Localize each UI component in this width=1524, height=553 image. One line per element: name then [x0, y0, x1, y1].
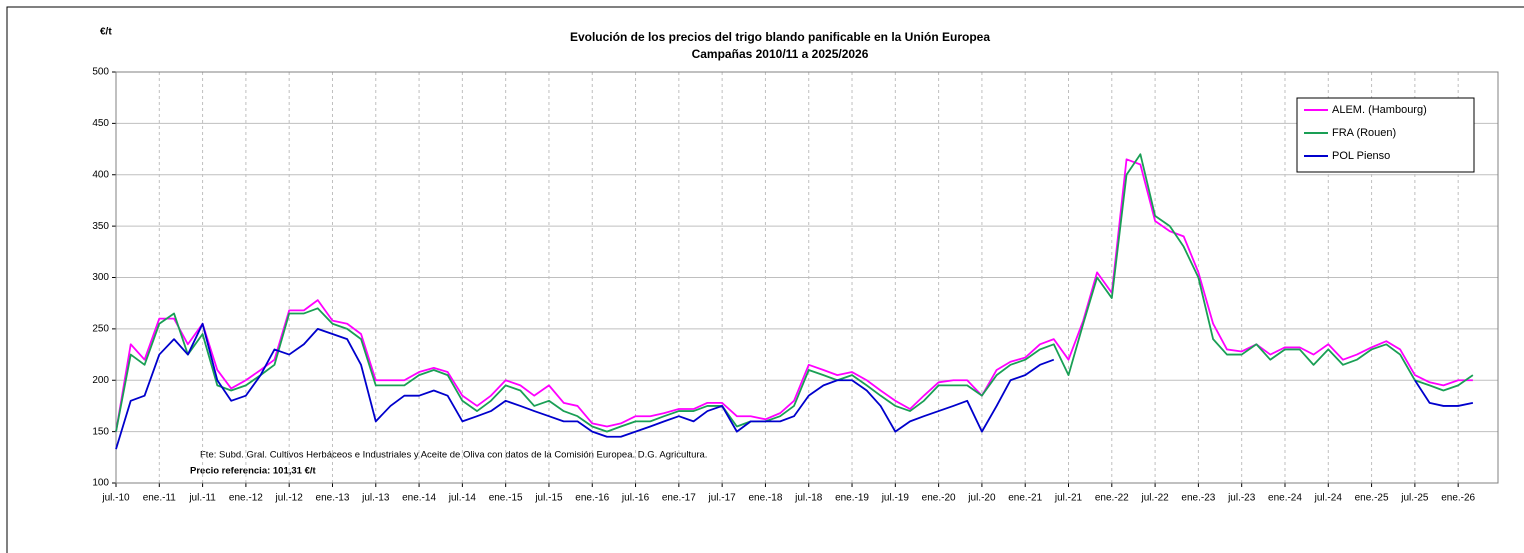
x-tick-label: jul.-10	[101, 493, 130, 504]
x-tick-label: jul.-17	[708, 493, 737, 504]
legend-label: ALEM. (Hambourg)	[1332, 104, 1427, 116]
y-tick-label: 400	[92, 169, 109, 180]
x-tick-label: jul.-12	[275, 493, 304, 504]
y-tick-label: 150	[92, 426, 109, 437]
y-tick-label: 250	[92, 324, 109, 335]
x-tick-label: jul.-18	[794, 493, 823, 504]
x-tick-label: jul.-11	[188, 493, 216, 504]
source-note: Fte: Subd. Gral. Cultivos Herbáceos e In…	[200, 450, 707, 461]
y-tick-label: 500	[92, 67, 109, 78]
x-tick-label: ene.-23	[1181, 493, 1215, 504]
x-tick-label: ene.-25	[1355, 493, 1389, 504]
x-tick-label: jul.-16	[621, 493, 650, 504]
series-line	[115, 158, 1473, 432]
x-tick-label: ene.-16	[575, 493, 609, 504]
chart-border	[6, 6, 1524, 553]
x-tick-label: ene.-22	[1095, 493, 1129, 504]
y-axis-label: €/t	[100, 27, 112, 38]
x-tick-label: jul.-24	[1314, 493, 1343, 504]
series-line	[115, 153, 1474, 433]
legend-label: POL Pienso	[1332, 150, 1390, 162]
x-tick-label: ene.-12	[229, 493, 263, 504]
x-tick-label: jul.-14	[448, 493, 477, 504]
x-tick-label: ene.-18	[748, 493, 782, 504]
series-line	[1414, 379, 1474, 407]
x-tick-label: ene.-21	[1008, 493, 1042, 504]
x-tick-label: jul.-22	[1140, 493, 1169, 504]
x-tick-label: ene.-13	[316, 493, 350, 504]
x-tick-label: jul.-20	[967, 493, 996, 504]
x-tick-label: jul.-25	[1400, 493, 1429, 504]
x-tick-label: jul.-23	[1227, 493, 1256, 504]
y-tick-label: 300	[92, 272, 109, 283]
y-tick-label: 450	[92, 118, 109, 129]
y-tick-label: 100	[92, 478, 109, 489]
x-tick-label: jul.-21	[1054, 493, 1083, 504]
chart-title: Evolución de los precios del trigo bland…	[570, 30, 990, 44]
plot-frame	[115, 71, 1499, 484]
x-tick-label: ene.-20	[922, 493, 956, 504]
y-tick-label: 350	[92, 221, 109, 232]
legend-label: FRA (Rouen)	[1332, 127, 1396, 139]
x-tick-label: jul.-15	[534, 493, 563, 504]
x-tick-label: ene.-15	[489, 493, 523, 504]
x-tick-label: jul.-13	[361, 493, 390, 504]
chart-subtitle: Campañas 2010/11 a 2025/2026	[692, 47, 869, 61]
x-tick-label: ene.-14	[402, 493, 436, 504]
x-tick-label: jul.-19	[881, 493, 910, 504]
x-tick-label: ene.-24	[1268, 493, 1302, 504]
x-tick-label: ene.-11	[143, 493, 177, 504]
x-tick-label: ene.-26	[1441, 493, 1475, 504]
reference-note: Precio referencia: 101,31 €/t	[190, 466, 317, 477]
x-tick-label: ene.-19	[835, 493, 869, 504]
series-line	[115, 322, 1055, 450]
x-tick-label: ene.-17	[662, 493, 696, 504]
y-tick-label: 200	[92, 375, 109, 386]
